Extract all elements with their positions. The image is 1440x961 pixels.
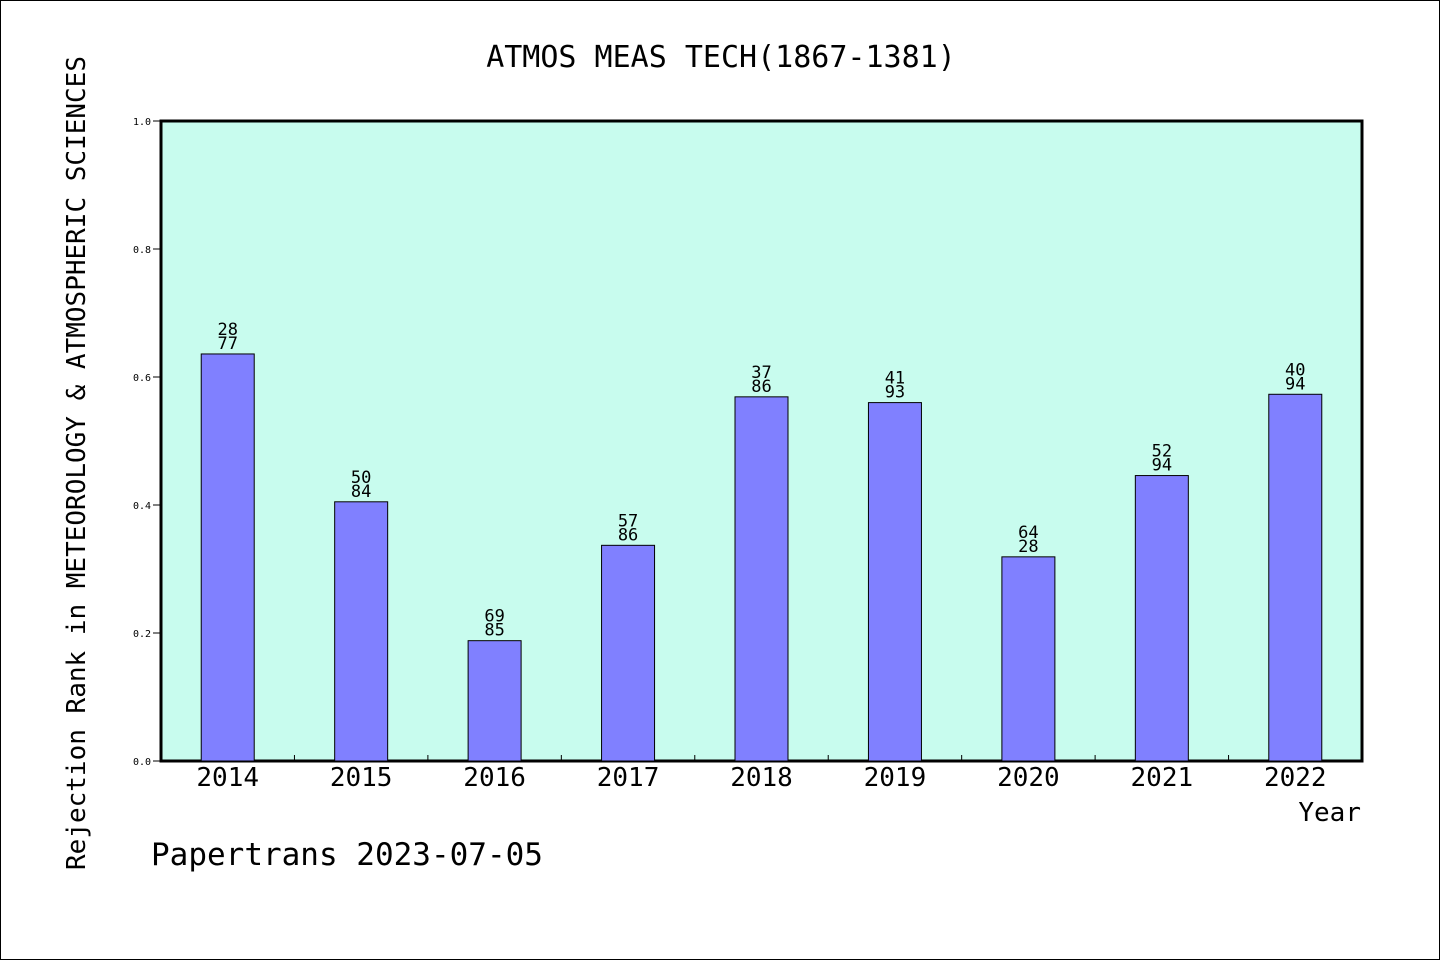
x-tick-label: 2021 — [1131, 763, 1194, 793]
bar-value-label: 84 — [351, 482, 371, 502]
y-axis-title: Rejection Rank in METEOROLOGY & ATMOSPHE… — [62, 56, 92, 870]
chart-title: ATMOS MEAS TECH(1867-1381) — [486, 40, 956, 75]
y-tick-label: 1.0 — [133, 117, 151, 128]
bar-value-label: 86 — [618, 525, 638, 545]
bar-value-label: 86 — [751, 377, 771, 397]
y-tick-label: 0.4 — [133, 501, 151, 512]
x-tick-label: 2017 — [597, 763, 660, 793]
bar-2016 — [467, 640, 522, 762]
y-tick-label: 0.6 — [133, 373, 151, 384]
bar-value-label: 93 — [885, 383, 905, 403]
bar-2022 — [1268, 393, 1323, 762]
bar-value-label: 52 — [1152, 442, 1172, 462]
x-axis: 2014 2015 2016 2017 2018 2019 2020 2021 2022 — [196, 755, 1327, 793]
x-tick-label: 2018 — [730, 763, 793, 793]
bar-value-label: 77 — [217, 334, 237, 354]
bar-value-label: 64 — [1018, 523, 1038, 543]
bar-value-label: 50 — [351, 468, 371, 488]
bar-2014 — [200, 353, 255, 762]
bar-value-label: 37 — [751, 363, 771, 383]
bar-value-label: 57 — [618, 511, 638, 531]
y-tick-label: 0.2 — [133, 629, 151, 640]
x-tick-label: 2020 — [997, 763, 1060, 793]
bar-value-label: 94 — [1152, 456, 1172, 476]
bar-value-label: 41 — [885, 369, 905, 389]
x-axis-title: Year — [1298, 798, 1361, 828]
bar-value-label: 28 — [217, 320, 237, 340]
bar-2017 — [601, 544, 656, 762]
bar-2020 — [1001, 556, 1056, 762]
x-tick-label: 2014 — [196, 763, 259, 793]
bar-2021 — [1134, 475, 1189, 762]
x-tick-label: 2022 — [1264, 763, 1327, 793]
bar-value-label: 85 — [484, 621, 504, 641]
bar-2015 — [334, 501, 389, 762]
bar-value-label: 94 — [1285, 374, 1305, 394]
x-tick-label: 2019 — [864, 763, 927, 793]
x-tick-label: 2016 — [463, 763, 526, 793]
footer-credit: Papertrans 2023-07-05 — [151, 837, 543, 873]
y-tick-label: 0.0 — [133, 757, 151, 768]
bar-value-label: 28 — [1018, 537, 1038, 557]
y-axis: 0.0 0.2 0.4 0.6 0.8 1.0 — [133, 117, 161, 768]
bar-value-label: 40 — [1285, 360, 1305, 380]
bar-2019 — [867, 402, 922, 762]
y-tick-label: 0.8 — [133, 245, 151, 256]
x-tick-label: 2015 — [330, 763, 393, 793]
bar-2018 — [734, 396, 789, 762]
bar-value-label: 69 — [484, 607, 504, 627]
